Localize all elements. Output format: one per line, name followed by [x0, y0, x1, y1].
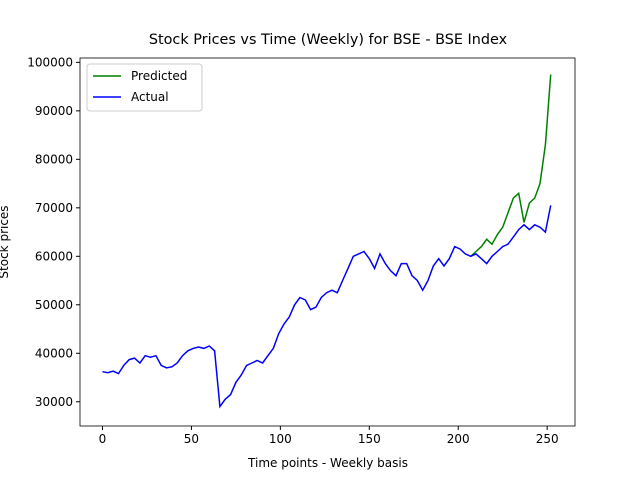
y-tick-label: 50000: [35, 298, 73, 312]
chart-title: Stock Prices vs Time (Weekly) for BSE - …: [149, 32, 508, 48]
y-tick-label: 100000: [27, 55, 73, 69]
y-tick-label: 90000: [35, 104, 73, 118]
y-axis-label: Stock prices: [0, 205, 11, 278]
x-tick-label: 50: [184, 432, 199, 446]
series-line: [102, 205, 552, 409]
legend-label: Actual: [131, 90, 169, 104]
series-line: [470, 74, 552, 257]
y-tick-label: 40000: [35, 346, 73, 360]
y-tick-label: 30000: [35, 395, 73, 409]
x-tick-label: 100: [269, 432, 292, 446]
y-tick-label: 60000: [35, 249, 73, 263]
y-tick-label: 70000: [35, 201, 73, 215]
x-tick-label: 250: [536, 432, 559, 446]
x-tick-label: 150: [358, 432, 381, 446]
x-tick-label: 200: [447, 432, 470, 446]
legend-label: Predicted: [131, 69, 187, 83]
plot-frame: [79, 57, 576, 427]
y-tick-label: 80000: [35, 152, 73, 166]
x-tick-label: 0: [99, 432, 107, 446]
x-axis-label: Time points - Weekly basis: [247, 456, 408, 470]
